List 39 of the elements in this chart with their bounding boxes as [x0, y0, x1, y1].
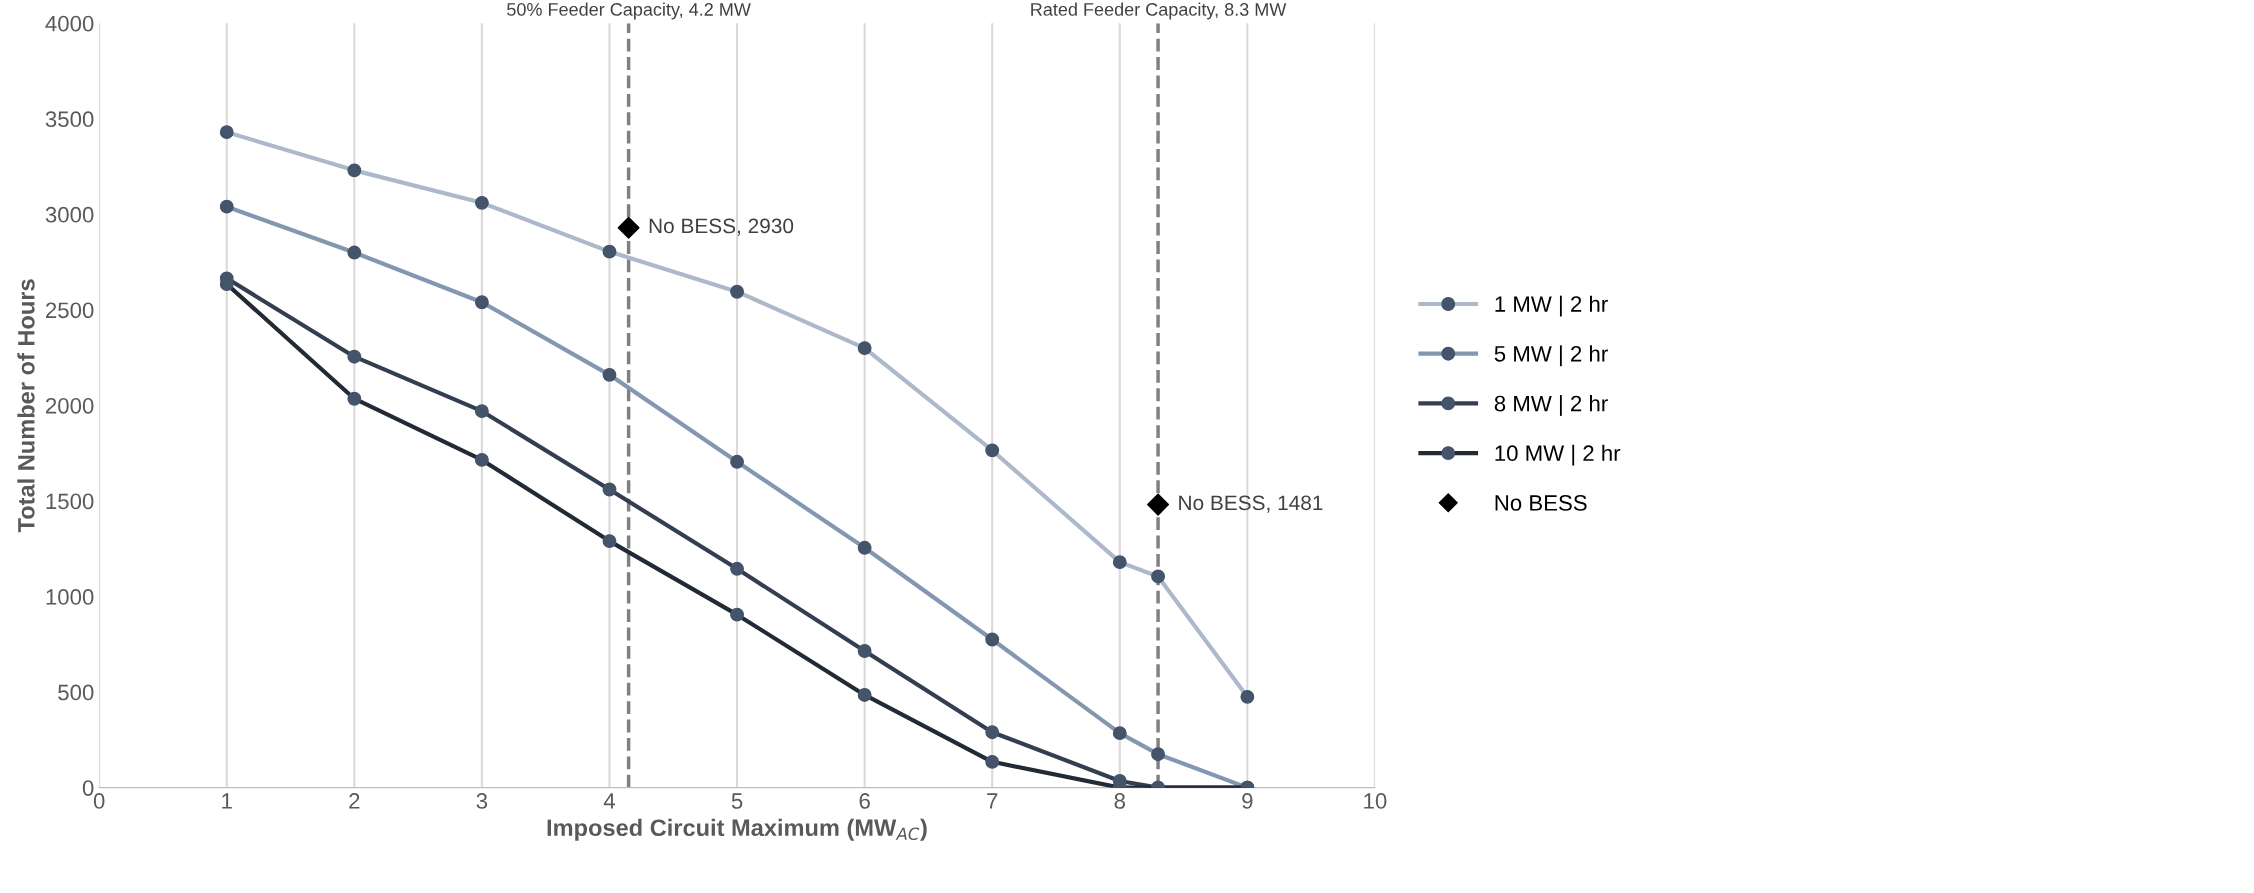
- y-tick-label: 2500: [46, 302, 94, 319]
- legend-label: 8 MW | 2 hr: [1494, 395, 1608, 416]
- x-tick-label: 9: [1242, 793, 1253, 809]
- point: [474, 404, 489, 419]
- x-tick-label: 10: [1364, 793, 1387, 809]
- legend-label: 5 MW | 2 hr: [1494, 345, 1608, 367]
- x-axis-title: Imposed Circuit Maximum (MW$_{AC}$): [547, 818, 927, 841]
- y-tick-label: 1500: [46, 493, 94, 510]
- x-tick-label: 3: [476, 793, 488, 809]
- y-tick-label: 2000: [46, 397, 94, 414]
- point: [1147, 493, 1170, 516]
- x-tick-label: 6: [859, 793, 870, 809]
- point: [857, 644, 872, 658]
- legend-label: 10 MW | 2 hr: [1495, 444, 1621, 466]
- ref-line-label: Rated Feeder Capacity, 8.3 MW: [1031, 2, 1287, 20]
- point: [617, 216, 640, 239]
- x-tick-label: 0: [93, 793, 105, 809]
- y-tick-label: 500: [58, 684, 94, 701]
- point: [730, 561, 745, 576]
- x-tick-label: 7: [987, 793, 998, 809]
- y-tick-label: 3500: [45, 111, 94, 128]
- x-tick-label: 2: [349, 793, 360, 809]
- y-tick-label: 1000: [46, 589, 94, 605]
- x-tick-label: 4: [603, 793, 616, 809]
- y-tick-label: 4000: [45, 15, 94, 32]
- y-axis-title: Total Number of Hours: [17, 279, 35, 533]
- point: [602, 482, 617, 497]
- point: [347, 349, 362, 364]
- point: [985, 725, 1000, 740]
- y-tick-label: 0: [82, 780, 94, 796]
- ref-line-label: 50% Feeder Capacity, 4.2 MW: [507, 2, 751, 20]
- x-tick-label: 5: [731, 793, 743, 809]
- y-tick-label: 3000: [45, 206, 94, 223]
- annotation: No BESS, 2930: [649, 218, 794, 236]
- annotation: No BESS, 1481: [1179, 495, 1323, 513]
- x-tick-label: 1: [222, 793, 232, 809]
- x-tick-label: 8: [1114, 793, 1125, 809]
- legend-label: No BESS: [1495, 495, 1587, 511]
- legend-label: 1 MW | 2 hr: [1495, 295, 1608, 317]
